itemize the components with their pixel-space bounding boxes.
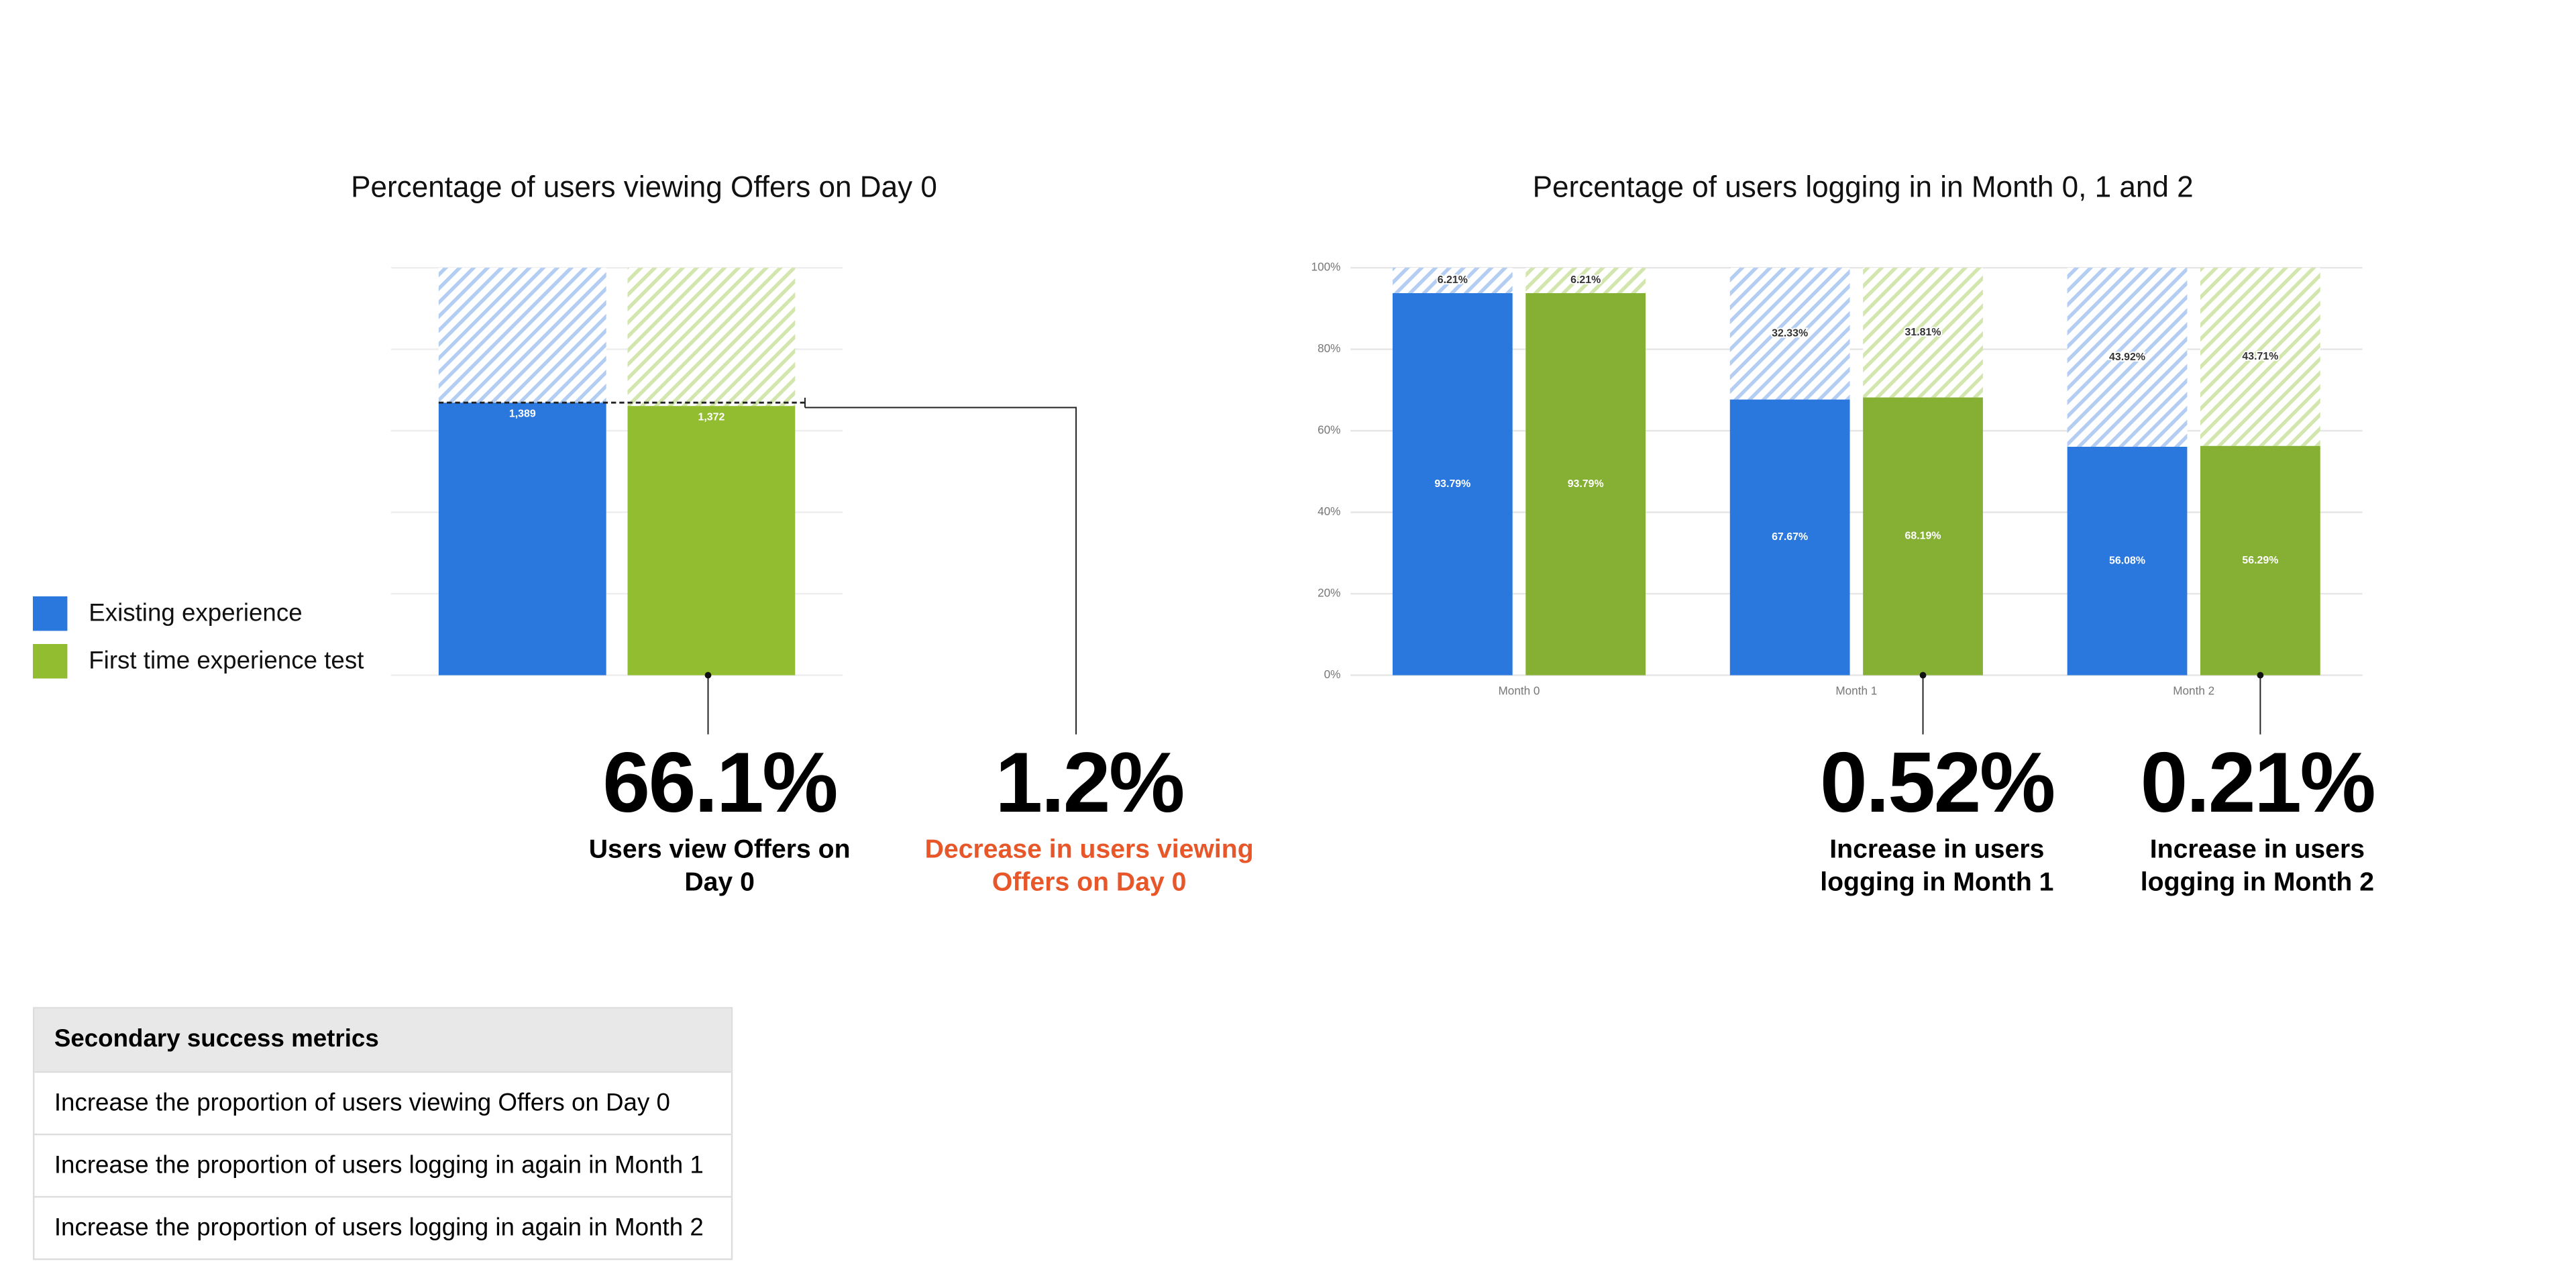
table-header: Secondary success metrics <box>34 1008 731 1071</box>
table-row: Increase the proportion of users viewing… <box>34 1071 731 1134</box>
bar-segment-rest <box>1729 268 1850 400</box>
bar-segment-rest <box>438 268 606 403</box>
bar-segment-rest <box>1525 268 1646 293</box>
value-label: 56.08% <box>2109 555 2145 566</box>
connector <box>805 407 1077 735</box>
connector-dot <box>704 672 712 679</box>
metrics-table: Secondary success metrics Increase the p… <box>32 1007 733 1260</box>
value-label: 67.67% <box>1772 531 1808 543</box>
legend-label: Existing experience <box>89 599 302 627</box>
value-label: 31.81% <box>1905 327 1941 338</box>
bar-segment <box>627 406 796 676</box>
bar-segment <box>1729 399 1850 676</box>
value-label: 93.79% <box>1434 478 1470 490</box>
value-label: 93.79% <box>1568 478 1604 490</box>
callout-text: Decrease in users viewing Offers on Day … <box>924 836 1254 898</box>
callout: 1.2% Decrease in users viewing Offers on … <box>892 739 1287 900</box>
value-label: 56.29% <box>2242 555 2278 566</box>
callout: 0.21% Increase in users logging in Month … <box>2060 739 2455 900</box>
table-row: Increase the proportion of users logging… <box>34 1133 731 1196</box>
value-label: 1,389 <box>509 409 536 420</box>
callout: 0.52% Increase in users logging in Month … <box>1739 739 2134 900</box>
value-label: 6.21% <box>1438 274 1468 286</box>
bar-segment <box>2200 445 2320 676</box>
bar-segment <box>1525 292 1646 676</box>
table-row: Increase the proportion of users logging… <box>34 1195 731 1258</box>
callout-text: Increase in users logging in Month 1 <box>1820 836 2054 898</box>
value-label: 43.92% <box>2109 352 2145 363</box>
connector-dot <box>2257 672 2264 679</box>
y-tick-label: 100% <box>1311 260 1341 274</box>
chart-title: Percentage of users viewing Offers on Da… <box>351 170 937 203</box>
connector-dot <box>1919 672 1927 679</box>
y-tick-label: 40% <box>1318 504 1340 518</box>
y-tick-label: 60% <box>1318 423 1340 437</box>
value-label: 1,372 <box>698 411 725 423</box>
callout-value: 1.2% <box>995 736 1185 832</box>
chart-title: Percentage of users logging in in Month … <box>1533 170 2194 203</box>
bar-segment <box>2067 446 2188 676</box>
callout-value: 0.21% <box>2140 736 2375 832</box>
value-label: 6.21% <box>1570 274 1601 286</box>
x-tick-label: Month 0 <box>1499 684 1540 698</box>
x-tick-label: Month 2 <box>2173 684 2214 698</box>
bar-segment-rest <box>1392 268 1513 293</box>
bar-segment <box>1863 397 1983 676</box>
value-label: 32.33% <box>1772 328 1808 339</box>
x-tick-label: Month 1 <box>1835 684 1877 698</box>
bar-segment-rest <box>1863 268 1983 398</box>
callout: 66.1% Users view Offers on Day 0 <box>523 739 917 900</box>
callout-text: Users view Offers on Day 0 <box>588 836 851 898</box>
y-tick-label: 20% <box>1318 586 1340 600</box>
bar-segment-rest <box>2067 268 2188 447</box>
legend-label: First time experience test <box>89 647 364 674</box>
y-tick-label: 0% <box>1324 667 1341 681</box>
value-label: 68.19% <box>1905 531 1941 542</box>
y-tick-label: 80% <box>1318 341 1340 355</box>
callout-value: 66.1% <box>602 736 838 832</box>
legend-swatch <box>32 596 68 631</box>
legend-swatch <box>32 644 68 679</box>
bar-segment <box>438 402 606 676</box>
bar-segment-rest <box>2200 268 2320 446</box>
callout-text: Increase in users logging in Month 2 <box>2140 836 2375 898</box>
value-label: 43.71% <box>2242 351 2278 362</box>
bar-segment <box>1392 292 1513 676</box>
callout-value: 0.52% <box>1819 736 2055 832</box>
bar-segment-rest <box>627 268 796 407</box>
